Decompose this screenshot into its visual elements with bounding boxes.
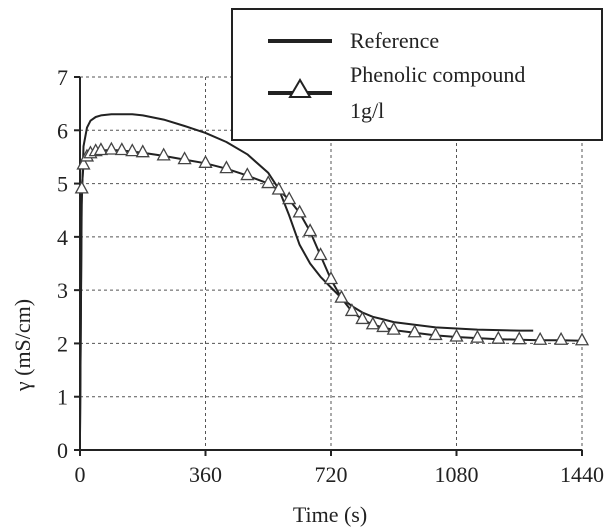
- triangle-marker: [156, 147, 171, 161]
- triangle-marker: [292, 204, 307, 218]
- y-tick-label: 0: [57, 438, 68, 463]
- y-tick-label: 5: [57, 172, 68, 197]
- x-tick-label: 1080: [435, 462, 479, 487]
- tick-labels: 0 1 2 3 4 5 6 7 0 360 720 1080 1440: [57, 65, 604, 487]
- series-phenolic: [74, 141, 590, 435]
- triangle-marker: [240, 167, 255, 181]
- triangle-marker: [553, 331, 569, 345]
- triangle-marker: [313, 247, 328, 261]
- y-tick-label: 3: [57, 278, 68, 303]
- triangle-marker: [114, 142, 129, 156]
- triangle-marker: [365, 316, 380, 330]
- triangle-marker: [125, 143, 140, 157]
- triangle-marker: [449, 328, 464, 342]
- y-tick-label: 4: [57, 225, 68, 250]
- series-reference: [79, 113, 534, 435]
- triangle-marker: [135, 144, 150, 158]
- triangle-marker: [512, 331, 527, 345]
- triangle-marker: [355, 311, 370, 325]
- triangle-marker: [334, 289, 349, 303]
- triangle-marker: [323, 271, 339, 285]
- x-axis-title: Time (s): [293, 502, 367, 527]
- triangle-marker: [376, 319, 391, 333]
- series-layer: [74, 113, 590, 435]
- triangle-marker: [302, 223, 318, 237]
- triangle-marker: [470, 329, 485, 343]
- triangle-marker: [271, 181, 286, 195]
- triangle-marker: [104, 141, 119, 155]
- triangle-marker: [344, 303, 360, 317]
- legend-label-reference: Reference: [350, 28, 439, 53]
- triangle-marker: [198, 154, 213, 168]
- x-tick-label: 1440: [560, 462, 604, 487]
- triangle-marker: [93, 142, 109, 156]
- reference-line: [79, 113, 534, 435]
- x-tick-label: 720: [315, 462, 348, 487]
- legend: Reference Phenolic compound 1g/l: [231, 8, 603, 141]
- triangle-marker: [282, 191, 297, 205]
- legend-triangle-marker: [288, 78, 312, 98]
- legend-label-phenolic: Phenolic compound: [350, 62, 525, 87]
- triangle-marker: [386, 321, 401, 335]
- legend-box: [231, 8, 603, 141]
- triangle-marker: [74, 180, 89, 194]
- y-tick-label: 6: [57, 118, 68, 143]
- y-axis-title: γ (mS/cm): [10, 299, 35, 392]
- triangle-marker: [533, 331, 548, 345]
- y-tick-label: 2: [57, 331, 68, 356]
- y-tick-label: 1: [57, 385, 68, 410]
- triangle-marker: [491, 330, 506, 344]
- y-tick-label: 7: [57, 65, 68, 90]
- triangle-marker: [261, 175, 276, 189]
- triangle-marker: [177, 151, 192, 165]
- triangle-marker: [428, 327, 443, 341]
- x-tick-label: 360: [189, 462, 222, 487]
- triangle-marker: [76, 156, 91, 170]
- triangle-marker: [574, 332, 590, 346]
- legend-label-concentration: 1g/l: [350, 98, 384, 123]
- triangle-marker: [407, 324, 422, 338]
- x-tick-label: 0: [75, 462, 86, 487]
- triangle-marker: [219, 160, 234, 174]
